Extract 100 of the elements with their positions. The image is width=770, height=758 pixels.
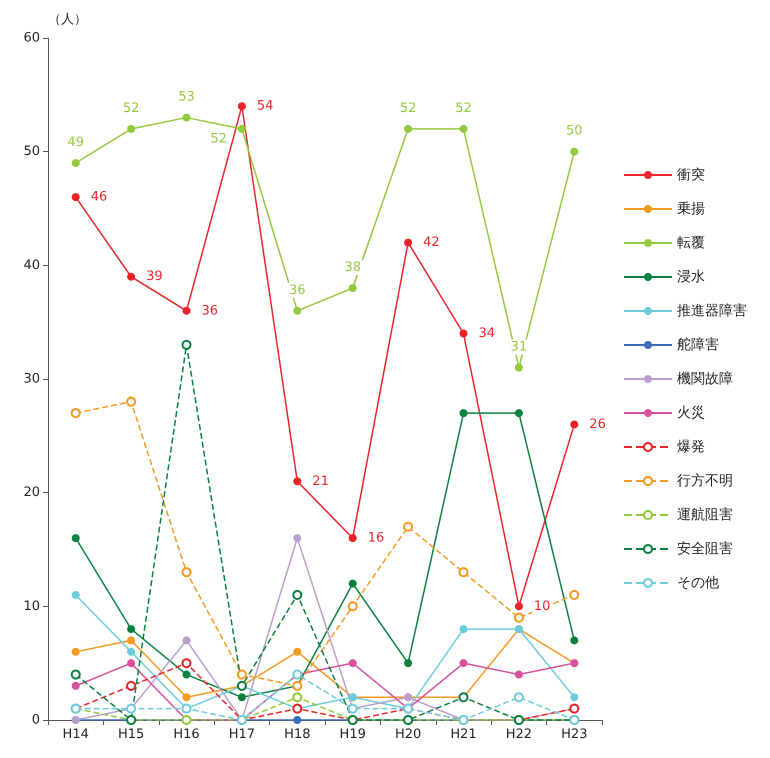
legend-label: 爆発: [677, 439, 705, 455]
legend-label: 転覆: [677, 235, 705, 251]
point: [348, 580, 357, 588]
data-label: 39: [146, 269, 163, 284]
y-tick-label: 0: [32, 712, 40, 728]
point: [127, 659, 136, 668]
x-tick-label: H16: [173, 727, 200, 742]
data-label: 31: [510, 340, 528, 355]
point: [238, 124, 246, 133]
point: [570, 636, 578, 644]
point: [403, 522, 414, 532]
data-label: 26: [589, 416, 606, 432]
point: [514, 364, 523, 372]
point: [182, 340, 192, 350]
x-tick-label: H23: [561, 727, 588, 742]
point: [127, 648, 136, 656]
point: [182, 670, 190, 679]
y-tick-label: 40: [23, 258, 40, 273]
point: [514, 602, 523, 610]
data-label: 42: [423, 235, 440, 250]
data-label: 36: [289, 282, 306, 298]
point: [293, 534, 302, 542]
point: [348, 534, 357, 542]
point: [460, 659, 468, 668]
point: [182, 306, 190, 315]
point: [404, 238, 412, 247]
point: [72, 159, 80, 168]
data-label: 49: [67, 135, 84, 150]
data-label: 52: [455, 100, 472, 116]
data-label: 16: [368, 530, 384, 546]
data-label: 10: [534, 598, 550, 614]
legend-label: 運航阻害: [677, 507, 733, 523]
y-axis-title: （人）: [48, 12, 87, 27]
data-label: 52: [122, 100, 140, 116]
point: [127, 124, 136, 133]
data-label: 52: [400, 100, 416, 116]
point: [127, 636, 136, 644]
point: [238, 102, 246, 110]
data-label: 53: [178, 90, 195, 105]
legend-label: 安全阻害: [677, 541, 733, 557]
point: [72, 193, 80, 202]
legend-label: 行方不明: [677, 473, 733, 489]
data-label: 38: [344, 260, 361, 276]
x-tick-label: H17: [228, 727, 256, 742]
point: [126, 680, 136, 691]
point: [404, 124, 412, 133]
x-tick-label: H21: [450, 727, 477, 742]
legend-label: 浸水: [677, 269, 705, 285]
point: [293, 306, 302, 315]
x-tick-label: H18: [284, 727, 310, 742]
y-tick-label: 60: [23, 30, 40, 46]
point: [72, 534, 80, 542]
data-label: 34: [478, 326, 496, 342]
point: [236, 670, 247, 680]
point: [569, 590, 580, 600]
data-label: 36: [202, 303, 218, 318]
data-label: 46: [90, 190, 108, 205]
point: [348, 659, 357, 668]
legend-label: 舵障害: [677, 337, 719, 353]
data-label: 21: [312, 474, 329, 489]
x-tick-label: H14: [62, 727, 89, 742]
point: [292, 692, 302, 702]
legend-label: 推進器障害: [677, 303, 747, 319]
point: [72, 590, 80, 599]
point: [182, 658, 192, 668]
point: [238, 693, 246, 702]
y-tick-label: 30: [23, 372, 40, 386]
point: [182, 636, 190, 644]
point: [182, 567, 192, 578]
point: [70, 670, 81, 680]
point: [72, 648, 80, 656]
point: [293, 477, 302, 486]
point: [460, 330, 468, 338]
point: [72, 682, 80, 690]
data-label: 50: [566, 124, 583, 139]
point: [293, 648, 302, 656]
point: [348, 601, 358, 612]
point: [182, 114, 190, 122]
x-tick-label: H19: [340, 727, 366, 742]
legend-label: 乗揚: [677, 201, 705, 217]
point: [292, 590, 302, 600]
point: [458, 567, 468, 578]
point: [127, 272, 136, 281]
legend-label: その他: [677, 575, 719, 591]
point: [127, 625, 136, 634]
point: [460, 124, 468, 133]
point: [460, 625, 468, 634]
point: [126, 396, 136, 407]
legend-label: 機関故障: [677, 371, 733, 387]
x-tick-label: H22: [506, 727, 532, 742]
point: [293, 716, 302, 724]
point: [348, 284, 357, 292]
point: [182, 693, 190, 702]
point: [514, 612, 524, 623]
y-tick-label: 50: [23, 144, 40, 160]
point: [404, 659, 412, 668]
legend-label: 衝突: [677, 167, 705, 183]
point: [514, 670, 523, 679]
point: [570, 148, 578, 156]
point: [570, 693, 578, 702]
